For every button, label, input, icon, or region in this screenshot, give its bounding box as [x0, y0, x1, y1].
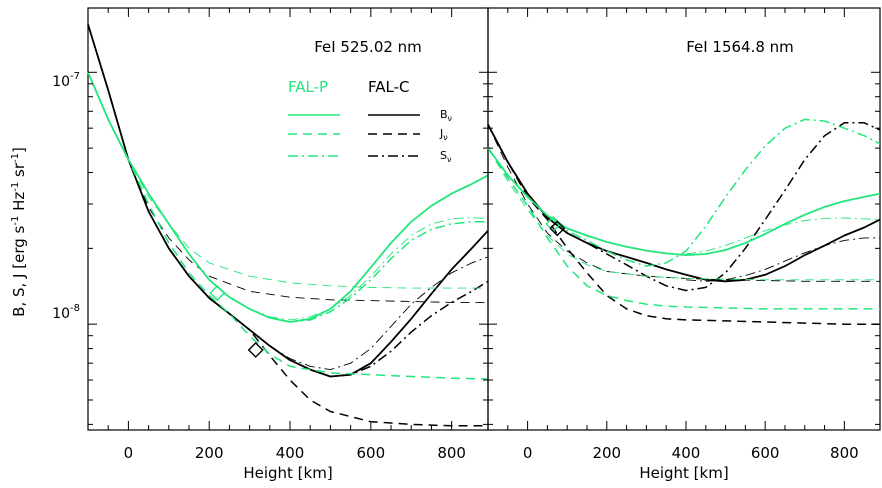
legend: FAL-P FAL-C Bν Jν Sν	[288, 78, 453, 164]
series-line-fal-c-dashdot-thin	[685, 237, 880, 282]
diamond-marker-fal-c	[247, 341, 264, 358]
series-line-fal-c-solid	[487, 124, 881, 283]
x-tick-label: 800	[830, 444, 859, 462]
x-tick-label: 200	[592, 444, 621, 462]
series-line-fal-c-dashed-thin	[87, 24, 488, 303]
y-axis-label: B, S, J [erg s-1 Hz-1 sr-1]	[10, 147, 28, 317]
plot-frame-right	[487, 7, 881, 431]
series-line-fal-c-dashdot	[487, 122, 881, 292]
marker-layer-right	[545, 215, 566, 237]
series-line-fal-p-dashed	[87, 72, 489, 380]
series-line-fal-p-dashed	[487, 147, 880, 310]
x-tick-label: 400	[276, 444, 305, 462]
series-line-fal-p-dashdot-thin	[249, 217, 489, 321]
y-tick-label-1e-8: 10-8	[52, 303, 80, 322]
legend-fal-c-label: FAL-C	[368, 78, 410, 96]
x-tick-label: 0	[523, 444, 533, 462]
series-line-fal-p-dashdot	[487, 118, 881, 267]
legend-fal-p-label: FAL-P	[288, 78, 328, 96]
x-tick-label: 800	[437, 444, 466, 462]
series-layer-left	[87, 24, 489, 427]
panel-right: 0 200 400 600 800 FeI 1564.8 nm Height [km]	[487, 7, 881, 482]
series-line-fal-p-dashed-thin	[487, 147, 880, 281]
legend-s-nu: Sν	[440, 149, 452, 164]
series-line-fal-c-dashed	[87, 24, 488, 427]
legend-b-nu: Bν	[440, 108, 453, 123]
series-line-fal-c-dashdot-thin	[269, 256, 489, 371]
series-line-fal-p-solid	[487, 147, 881, 256]
x-axis-label-left: Height [km]	[243, 464, 332, 482]
series-line-fal-c-dashed-thin	[487, 124, 880, 282]
tick-layer-right: 0 200 400 600 800	[488, 8, 880, 462]
tick-layer-left: 0 200 400 600 800	[88, 8, 488, 462]
series-line-fal-p-dashed-thin	[87, 72, 488, 289]
panel-title-right: FeI 1564.8 nm	[686, 38, 794, 56]
panel-left: 0 200 400 600 800 FeI 525.02 nm Height [km] …	[52, 7, 489, 482]
series-line-fal-p-dashdot	[249, 221, 488, 323]
diamond-marker-fal-c	[549, 220, 566, 237]
x-tick-label: 0	[124, 444, 134, 462]
series-line-fal-p-solid	[87, 71, 489, 323]
x-tick-label: 600	[751, 444, 780, 462]
series-line-fal-c-dashed	[487, 124, 880, 325]
diamond-marker-fal-p	[209, 284, 226, 301]
y-tick-label-1e-7: 10-7	[52, 71, 80, 90]
series-line-fal-c-dashdot	[269, 280, 489, 378]
panel-title-left: FeI 525.02 nm	[314, 38, 422, 56]
marker-layer-left	[209, 284, 264, 358]
series-line-fal-p-dashdot-thin	[685, 217, 881, 255]
x-tick-label: 600	[357, 444, 386, 462]
x-axis-label-right: Height [km]	[639, 464, 728, 482]
legend-j-nu: Jν	[439, 127, 448, 142]
x-tick-label: 400	[672, 444, 701, 462]
series-layer-right	[487, 118, 881, 325]
plot-frame-left	[87, 7, 489, 431]
x-tick-label: 200	[195, 444, 224, 462]
